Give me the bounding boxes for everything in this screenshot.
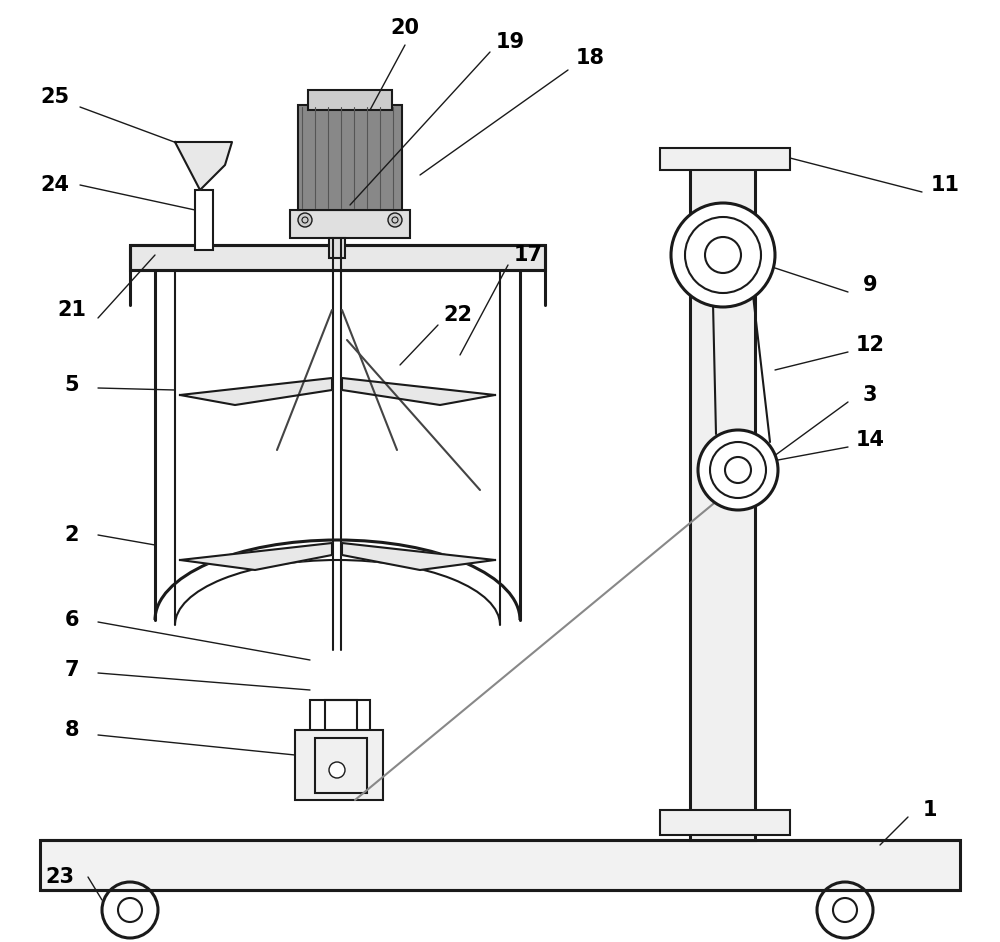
Text: 6: 6 [65,610,79,630]
Bar [315,738,367,793]
Text: 7: 7 [65,660,79,680]
Text: 1: 1 [923,800,937,820]
Circle shape [685,217,761,293]
Circle shape [298,213,312,227]
Text: 8: 8 [65,720,79,740]
Text: 14: 14 [856,430,885,450]
Text: 20: 20 [390,18,420,38]
Text: 21: 21 [58,300,87,320]
Bar [325,700,357,750]
Circle shape [329,762,345,778]
Bar [295,730,383,800]
Polygon shape [180,543,332,570]
Text: 3: 3 [863,385,877,405]
Text: 5: 5 [65,375,79,395]
Bar [290,210,410,238]
Text: 12: 12 [856,335,885,355]
Text: 19: 19 [495,32,525,52]
Text: 17: 17 [514,245,542,265]
Circle shape [388,213,402,227]
Circle shape [671,203,775,307]
Text: 25: 25 [40,87,70,107]
Text: 22: 22 [444,305,473,325]
Polygon shape [342,378,495,405]
Bar [660,148,790,170]
Text: 2: 2 [65,525,79,545]
Bar [329,238,345,258]
Text: 23: 23 [46,867,74,887]
Bar [690,155,755,840]
Bar [660,810,790,835]
Bar [308,90,392,110]
Text: 18: 18 [576,48,604,68]
Bar [40,840,960,890]
Bar [298,105,402,210]
Circle shape [710,442,766,498]
Polygon shape [180,378,332,405]
Polygon shape [342,543,495,570]
Text: 24: 24 [40,175,70,195]
Circle shape [698,430,778,510]
Bar [130,245,545,270]
Polygon shape [175,142,232,190]
Bar [195,190,213,250]
Bar [310,700,370,780]
Text: 11: 11 [930,175,960,195]
Text: 9: 9 [863,275,877,295]
